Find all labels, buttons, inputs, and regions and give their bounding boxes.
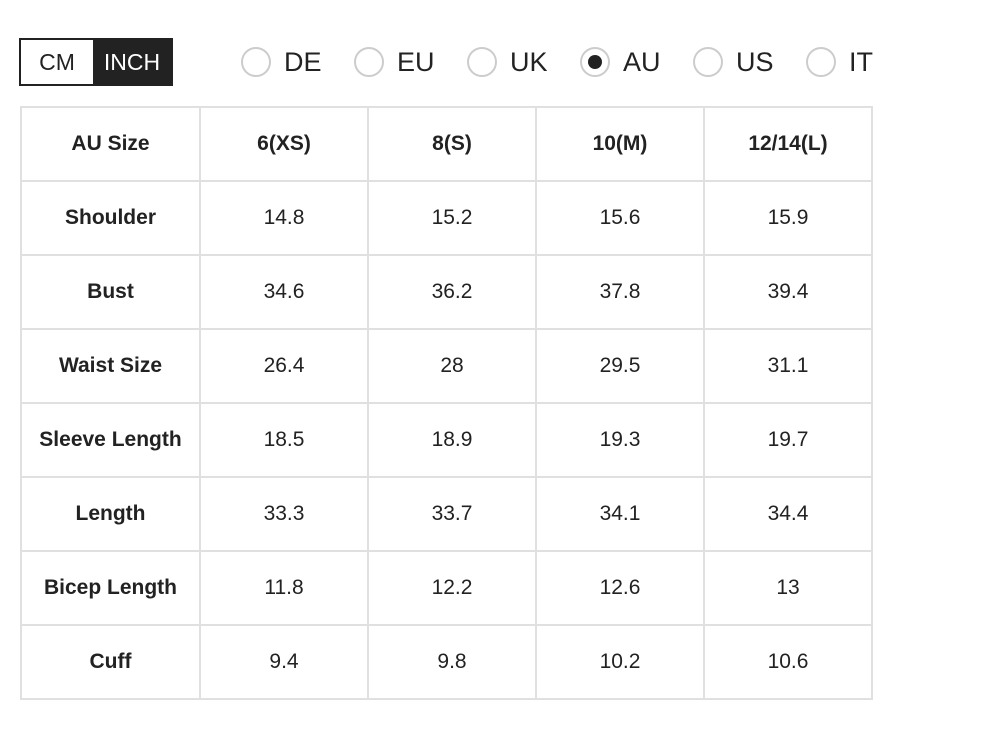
region-label: UK <box>510 46 548 77</box>
region-radio-au[interactable]: AU <box>580 47 693 78</box>
table-cell: 19.7 <box>703 402 873 478</box>
row-label: Sleeve Length <box>20 402 201 478</box>
row-label: Bust <box>20 254 201 330</box>
row-label: AU Size <box>20 106 201 182</box>
table-cell: 12.6 <box>535 550 705 626</box>
table-cell: 9.4 <box>199 624 369 700</box>
table-cell: 18.5 <box>199 402 369 478</box>
table-cell: 15.2 <box>367 180 537 256</box>
radio-unchecked-icon[interactable] <box>467 47 497 77</box>
table-row: Length 33.3 33.7 34.1 34.4 <box>20 476 873 552</box>
table-cell: 13 <box>703 550 873 626</box>
table-header-row: AU Size 6(XS) 8(S) 10(M) 12/14(L) <box>20 106 873 182</box>
table-cell: 14.8 <box>199 180 369 256</box>
table-row: Bust 34.6 36.2 37.8 39.4 <box>20 254 873 330</box>
unit-cm-button[interactable]: CM <box>21 40 93 84</box>
table-cell: 19.3 <box>535 402 705 478</box>
row-label: Bicep Length <box>20 550 201 626</box>
table-cell: 33.3 <box>199 476 369 552</box>
region-radio-it[interactable]: IT <box>806 47 919 78</box>
region-label: EU <box>397 46 435 77</box>
table-cell: 33.7 <box>367 476 537 552</box>
table-cell: 31.1 <box>703 328 873 404</box>
table-row: Shoulder 14.8 15.2 15.6 15.9 <box>20 180 873 256</box>
region-radio-eu[interactable]: EU <box>354 47 467 78</box>
region-label: DE <box>284 46 322 77</box>
row-label: Shoulder <box>20 180 201 256</box>
table-cell: 39.4 <box>703 254 873 330</box>
table-cell: 10.6 <box>703 624 873 700</box>
region-radio-group: DE EU UK AU US IT <box>241 44 919 80</box>
radio-unchecked-icon[interactable] <box>354 47 384 77</box>
row-label: Length <box>20 476 201 552</box>
table-cell: 9.8 <box>367 624 537 700</box>
table-cell: 10(M) <box>535 106 705 182</box>
unit-inch-button[interactable]: INCH <box>93 40 171 84</box>
radio-unchecked-icon[interactable] <box>693 47 723 77</box>
region-label: AU <box>623 46 661 77</box>
region-label: US <box>736 46 774 77</box>
table-row: Bicep Length 11.8 12.2 12.6 13 <box>20 550 873 626</box>
region-label: IT <box>849 46 873 77</box>
table-cell: 15.6 <box>535 180 705 256</box>
table-row: Sleeve Length 18.5 18.9 19.3 19.7 <box>20 402 873 478</box>
unit-toggle: CM INCH <box>19 38 173 86</box>
row-label: Waist Size <box>20 328 201 404</box>
table-cell: 18.9 <box>367 402 537 478</box>
region-radio-de[interactable]: DE <box>241 47 354 78</box>
table-cell: 34.6 <box>199 254 369 330</box>
table-cell: 26.4 <box>199 328 369 404</box>
table-cell: 12/14(L) <box>703 106 873 182</box>
table-row: Waist Size 26.4 28 29.5 31.1 <box>20 328 873 404</box>
radio-unchecked-icon[interactable] <box>806 47 836 77</box>
table-cell: 34.4 <box>703 476 873 552</box>
table-cell: 12.2 <box>367 550 537 626</box>
table-cell: 37.8 <box>535 254 705 330</box>
table-cell: 6(XS) <box>199 106 369 182</box>
table-cell: 28 <box>367 328 537 404</box>
radio-checked-icon[interactable] <box>580 47 610 77</box>
table-cell: 15.9 <box>703 180 873 256</box>
region-radio-uk[interactable]: UK <box>467 47 580 78</box>
region-radio-us[interactable]: US <box>693 47 806 78</box>
table-cell: 11.8 <box>199 550 369 626</box>
table-cell: 36.2 <box>367 254 537 330</box>
table-cell: 29.5 <box>535 328 705 404</box>
row-label: Cuff <box>20 624 201 700</box>
table-cell: 8(S) <box>367 106 537 182</box>
table-cell: 34.1 <box>535 476 705 552</box>
table-cell: 10.2 <box>535 624 705 700</box>
size-chart-table: AU Size 6(XS) 8(S) 10(M) 12/14(L) Shoulder 14.… <box>20 106 873 700</box>
radio-unchecked-icon[interactable] <box>241 47 271 77</box>
table-row: Cuff 9.4 9.8 10.2 10.6 <box>20 624 873 700</box>
